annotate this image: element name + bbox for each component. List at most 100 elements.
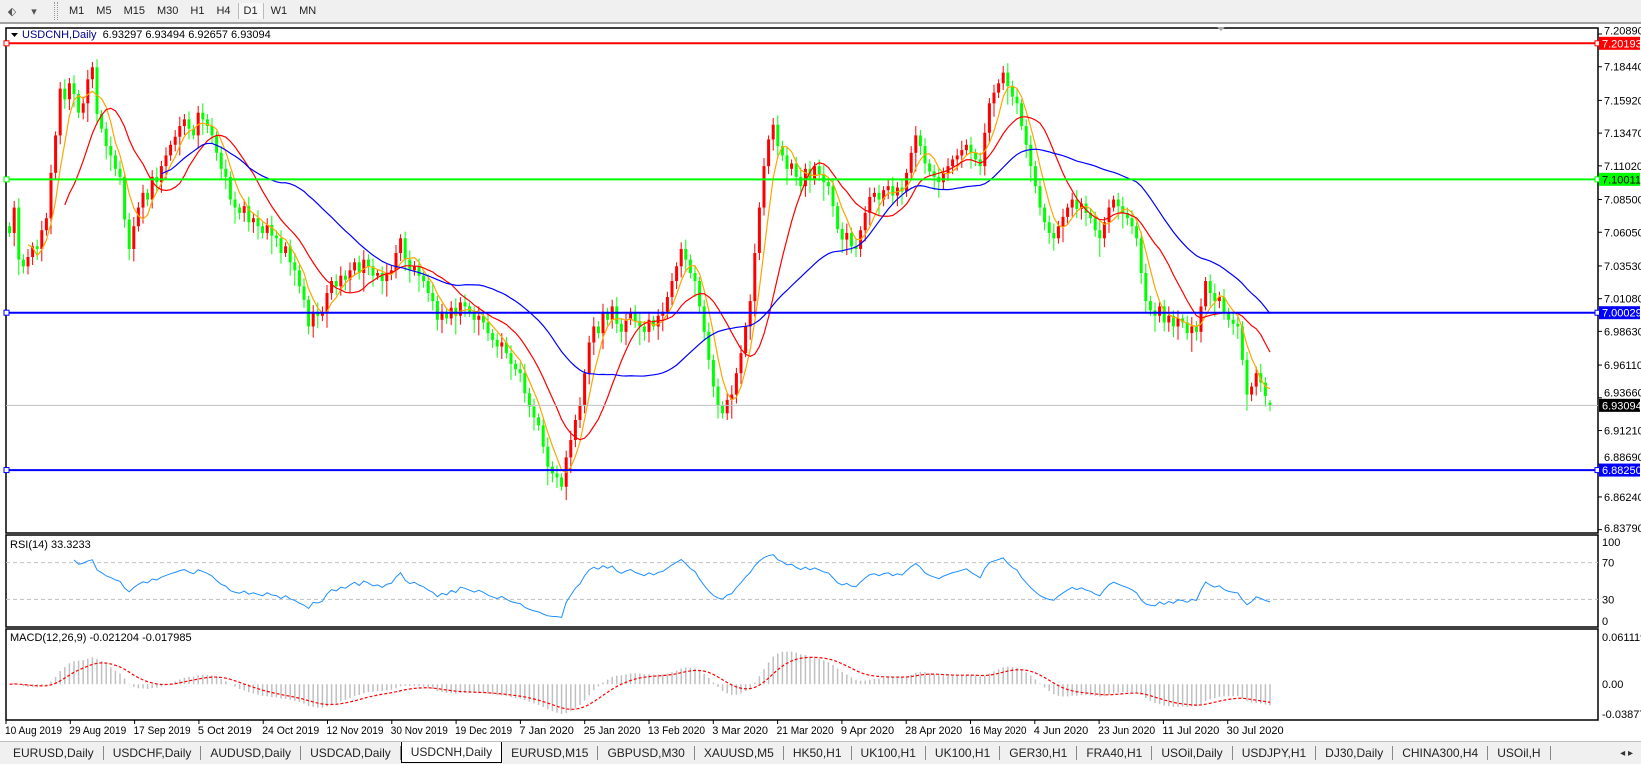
candle-body [228,176,232,200]
candle-body [1263,382,1267,396]
candle-body [1144,273,1148,302]
chart-tab[interactable]: UK100,H1 [852,746,926,760]
level-handle[interactable] [3,467,10,474]
chart-shift-marker-icon[interactable] [1217,27,1225,31]
timeframe-m15[interactable]: M15 [123,5,145,17]
candle-body [1139,238,1143,274]
toolbar-grip[interactable] [54,2,58,20]
candle-body [297,270,301,287]
candle-body [408,259,412,271]
date-axis-label: 19 Dec 2019 [455,725,512,737]
candle-body [744,326,748,354]
candle-body [1056,226,1060,239]
candle-body [785,155,789,169]
level-handle[interactable] [3,309,10,316]
level-price-label: 7.00029 [1602,308,1641,320]
chart-tab[interactable]: FRA40,H1 [1077,746,1153,760]
chart-tab[interactable]: XAUUSD,M5 [695,746,784,760]
timeframe-m5[interactable]: M5 [96,5,112,17]
candle-body [118,168,122,177]
dropdown-arrow-icon[interactable]: ▾ [31,5,37,18]
candle-body [362,259,366,274]
candle-body [757,207,761,253]
candle-body [1079,203,1083,209]
timeframe-w1[interactable]: W1 [270,5,288,17]
candle-body [150,176,154,200]
candle-body [983,132,987,167]
level-price-badge [1599,172,1640,186]
date-axis-label: 3 Mar 2020 [712,725,768,737]
date-axis-label: 25 Jan 2020 [584,725,641,737]
chart-tab[interactable]: CHINA300,H4 [1393,746,1489,760]
candle-body [486,322,490,334]
candle-body [730,394,734,400]
candle-body [845,232,849,240]
timeframe-m30[interactable]: M30 [156,5,179,17]
candle-body [624,319,628,332]
chart-tab[interactable]: GER30,H1 [1000,746,1078,760]
chart-tab[interactable]: UK100,H1 [926,746,1001,760]
chart-area[interactable]: 7.20890 7.18440 7.15920 7.13470 7.11020 7.085… [0,24,1641,741]
candle-body [1061,216,1065,227]
candle-body [458,302,462,316]
candle-body [918,135,922,147]
candle-body [1093,218,1097,231]
chart-tab[interactable]: USDCNH,Daily [400,741,503,763]
chart-tab[interactable]: USDCHF,Daily [104,746,202,760]
candle-body [320,311,324,316]
timeframe-h4[interactable]: H4 [216,5,231,17]
price-axis-label: 7.15920 [1604,95,1641,107]
price-axis-label: 7.08500 [1604,195,1641,207]
date-axis-label: 29 Aug 2019 [69,725,126,737]
rsi-pane-frame [5,534,1599,628]
date-axis-label: 7 Jan 2020 [519,725,573,737]
level-price-badge [1599,306,1640,320]
collapse-triangle-icon[interactable] [11,33,18,37]
candle-body [532,406,536,418]
candle-body [1130,218,1134,227]
tab-scroll-arrows-icon[interactable]: ◂ ▸ [1620,747,1633,759]
timeframe-h1[interactable]: H1 [190,5,205,17]
timeframe-m1[interactable]: M1 [69,5,85,17]
candle-body [776,124,780,147]
candle-body [109,146,113,156]
level-handle[interactable] [3,40,10,47]
candle-body [31,246,35,257]
candle-body [987,103,991,133]
candle-body [647,319,651,332]
chart-tab[interactable]: HK50,H1 [784,746,852,760]
chart-tab[interactable]: USOil,Daily [1152,746,1233,760]
candle-body [721,405,725,414]
candle-body [159,166,163,183]
chart-tools-icon[interactable]: ⬖ [7,5,17,18]
candle-body [293,262,297,271]
price-axis-label: 6.93660 [1604,387,1641,399]
chart-tab[interactable]: GBPUSD,M30 [598,746,695,760]
candle-body [426,281,430,294]
candle-body [882,190,886,200]
candle-body [44,218,48,231]
chart-tab[interactable]: EURUSD,Daily [4,746,104,760]
candle-body [40,230,44,249]
candle-body [288,246,292,263]
ohlc-label: 6.93297 6.93494 6.92657 6.93094 [103,29,271,41]
chart-tab[interactable]: USOil,H [1488,746,1551,760]
macd-signal-line [9,656,1271,710]
chart-tab[interactable]: USDCAD,Daily [301,746,401,760]
candle-body [210,126,214,136]
chart-tab[interactable]: USDJPY,H1 [1233,746,1317,760]
chart-tab[interactable]: DJ30,Daily [1316,746,1394,760]
chart-tab[interactable]: AUDUSD,Daily [201,746,302,760]
candle-body [891,186,895,196]
macd-pane-frame [5,628,1599,721]
chart-tab[interactable]: EURUSD,M15 [502,746,599,760]
candle-body [813,166,817,180]
candle-body [808,168,812,180]
timeframe-d1[interactable]: D1 [237,3,264,19]
level-handle[interactable] [3,176,10,183]
candle-body [661,311,665,316]
timeframe-mn[interactable]: MN [299,5,317,17]
candle-body [523,373,527,394]
candle-body [638,321,642,327]
candle-body [182,119,186,127]
